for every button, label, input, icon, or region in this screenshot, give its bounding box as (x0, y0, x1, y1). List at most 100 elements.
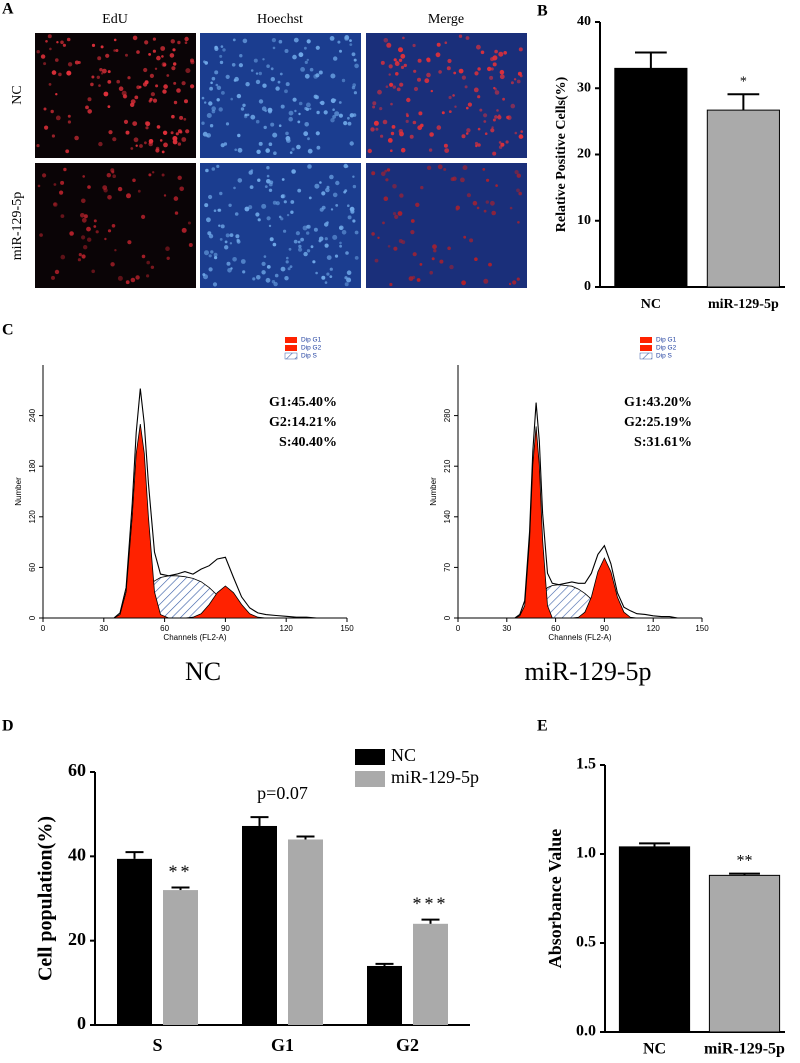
cell (107, 229, 112, 233)
panel-label: A (2, 1, 14, 18)
cell (258, 99, 264, 104)
cell (517, 71, 522, 76)
cell (339, 49, 342, 53)
cell (96, 75, 101, 80)
cell (237, 147, 243, 153)
cell (236, 93, 242, 99)
cell (272, 242, 277, 247)
cell (242, 38, 248, 44)
x-tick-label: 30 (502, 624, 511, 633)
cell (274, 273, 279, 278)
cell (86, 226, 91, 232)
cell (170, 39, 175, 44)
cell (304, 46, 307, 50)
cell (410, 230, 415, 235)
cell (479, 108, 483, 112)
cell (104, 237, 107, 241)
cell (272, 46, 276, 50)
cell (292, 54, 297, 60)
cell (390, 102, 393, 106)
cell (514, 131, 518, 135)
cell (430, 89, 433, 93)
bar (242, 825, 277, 1025)
cell (306, 58, 309, 62)
cell (290, 210, 294, 214)
cell (204, 61, 208, 65)
cell (255, 79, 261, 85)
cell (148, 141, 153, 147)
cell (450, 177, 455, 182)
cell (460, 177, 465, 183)
cell (49, 47, 52, 51)
x-tick-label: NC (643, 1041, 666, 1058)
cell (400, 65, 405, 69)
bar (614, 67, 688, 288)
cell (337, 40, 341, 44)
y-tick-label: 60 (28, 562, 37, 571)
cell (174, 211, 179, 215)
cell (246, 113, 250, 117)
cell (173, 100, 178, 105)
cell (213, 252, 218, 257)
cell (155, 84, 159, 88)
cell (278, 39, 283, 44)
cell (212, 282, 218, 287)
cell (426, 165, 432, 170)
cell (255, 275, 261, 280)
cell (435, 52, 441, 58)
cell (320, 100, 325, 106)
cell (242, 103, 246, 108)
cell (82, 175, 85, 178)
cell (240, 259, 246, 264)
cell (190, 84, 195, 89)
cell (298, 52, 304, 58)
cell (462, 165, 468, 171)
cell (208, 194, 213, 200)
x-tick-label: 60 (160, 624, 169, 633)
cell (334, 111, 340, 117)
cell (497, 115, 502, 120)
cell (60, 214, 65, 219)
cell (74, 60, 79, 65)
cell (347, 116, 350, 120)
cell (125, 53, 128, 57)
y-axis-label: Number (429, 477, 438, 506)
cell (205, 168, 209, 173)
cell (208, 267, 213, 272)
cell (229, 242, 233, 245)
cell (66, 70, 72, 76)
cell (283, 229, 287, 233)
y-axis-label: Relative Positive Cells(%) (554, 76, 569, 232)
cell (346, 270, 352, 276)
cell (271, 38, 276, 43)
cell (123, 119, 129, 124)
cell (379, 107, 383, 111)
cell (208, 101, 213, 106)
cell (474, 141, 479, 146)
cell (415, 202, 420, 207)
cell (111, 224, 116, 228)
cell (433, 249, 437, 253)
cell (250, 69, 254, 72)
legend-swatch (640, 337, 652, 343)
cell (201, 96, 205, 100)
cell (392, 212, 397, 216)
y-tick-label: 30 (577, 80, 591, 95)
cell (316, 110, 320, 115)
cell (162, 130, 168, 135)
cell (100, 45, 104, 49)
cell (78, 253, 82, 257)
cell (110, 262, 115, 267)
cell (492, 55, 498, 61)
cell (351, 85, 356, 90)
cell (315, 131, 320, 136)
cell (313, 94, 318, 99)
cell (306, 249, 311, 253)
x-tick-label: 0 (41, 624, 46, 633)
cell (152, 37, 156, 41)
cell (60, 254, 66, 260)
cell (161, 173, 165, 177)
cell (51, 70, 57, 75)
cell (255, 72, 259, 75)
cell (308, 196, 312, 200)
